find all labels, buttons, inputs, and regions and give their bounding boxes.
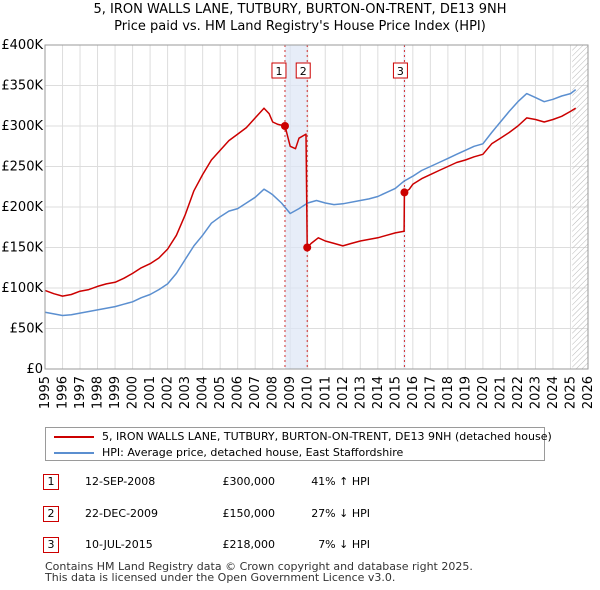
x-tick-label: 2020 [476, 376, 491, 409]
plot-border [44, 44, 589, 370]
x-tick-label: 2016 [406, 376, 421, 409]
x-tick-label: 1998 [91, 376, 106, 409]
legend-swatch-hpi [54, 452, 94, 454]
x-tick-label: 2003 [178, 376, 193, 409]
legend-label-hpi: HPI: Average price, detached house, East… [102, 446, 404, 459]
sale-period-shade [284, 45, 308, 369]
chart-subtitle: Price paid vs. HM Land Registry's House … [114, 19, 486, 34]
sale-point [303, 243, 312, 252]
sale-label: 3 [392, 62, 408, 79]
x-tick-label: 1997 [73, 376, 88, 409]
x-tick-label: 2000 [126, 376, 141, 409]
x-tick-label: 2011 [318, 376, 333, 409]
y-tick-label: £250K [1, 160, 43, 175]
hpi-line [44, 89, 577, 317]
x-tick-label: 2006 [231, 376, 246, 409]
y-tick-label: £200K [1, 200, 43, 215]
x-tick-label: 2015 [388, 376, 403, 409]
sale-label-box [271, 62, 287, 79]
x-tick-label: 2008 [266, 376, 281, 409]
sale-label: 2 [295, 62, 311, 79]
sale-label-text: 3 [397, 65, 404, 78]
sale-price: £300,000 [222, 475, 276, 488]
x-tick-label: 2025 [563, 376, 578, 409]
legend: 5, IRON WALLS LANE, TUTBURY, BURTON-ON-T… [45, 427, 552, 461]
x-tick-label: 2017 [423, 376, 438, 409]
footer: Contains HM Land Registry data © Crown c… [45, 561, 473, 583]
sale-hpi-change: 7% ↓ HPI [318, 538, 370, 551]
x-tick-label: 2018 [441, 376, 456, 409]
x-tick-label: 2007 [248, 376, 263, 409]
y-tick-label: £0 [26, 362, 43, 377]
sale-price: £218,000 [222, 538, 276, 551]
x-tick-label: 2013 [353, 376, 368, 409]
x-tick-label: 2022 [511, 376, 526, 409]
price-chart: 1 2 3 £0 £50K £100K £150K £200K £250K £300K £350K £… [1, 38, 596, 409]
sale-date: 22-DEC-2009 [85, 507, 159, 520]
legend-item-hpi: HPI: Average price, detached house, East… [54, 445, 403, 460]
sale-row: 1 12-SEP-2008 £300,000 41% ↑ HPI [0, 472, 600, 492]
x-tick-label: 2023 [528, 376, 543, 409]
x-tick-label: 1999 [108, 376, 123, 409]
forecast-hatch [572, 45, 588, 369]
sale-marker-box: 3 [43, 537, 59, 553]
footer-copyright: Contains HM Land Registry data © Crown c… [45, 560, 473, 573]
legend-item-property: 5, IRON WALLS LANE, TUTBURY, BURTON-ON-T… [54, 429, 552, 444]
sale-row: 3 10-JUL-2015 £218,000 7% ↓ HPI [0, 535, 600, 555]
sale-point [400, 188, 409, 197]
legend-label-property: 5, IRON WALLS LANE, TUTBURY, BURTON-ON-T… [102, 430, 552, 443]
x-tick-label: 2002 [161, 376, 176, 409]
x-tick-label: 2001 [143, 376, 158, 409]
x-tick-label: 2019 [458, 376, 473, 409]
sale-label: 1 [271, 62, 287, 79]
x-tick-label: 1996 [56, 376, 71, 409]
y-tick-label: £400K [1, 38, 43, 53]
sale-point [280, 122, 289, 130]
sale-label-box [295, 62, 311, 79]
sale-row: 2 22-DEC-2009 £150,000 27% ↓ HPI [0, 504, 600, 524]
x-tick-label: 2021 [493, 376, 508, 409]
x-tick-label: 2010 [301, 376, 316, 409]
sale-hpi-change: 27% ↓ HPI [311, 507, 370, 520]
y-tick-label: £300K [1, 119, 43, 134]
sale-hpi-change: 41% ↑ HPI [311, 475, 370, 488]
y-tick-label: £150K [1, 241, 43, 256]
x-tick-label: 2026 [581, 376, 596, 409]
sale-label-text: 2 [300, 65, 307, 78]
y-tick-label: £350K [1, 79, 43, 94]
sale-date: 10-JUL-2015 [85, 538, 153, 551]
x-tick-label: 2012 [336, 376, 351, 409]
footer-licence: This data is licensed under the Open Gov… [45, 571, 396, 584]
legend-swatch-property [54, 436, 94, 438]
sale-price: £150,000 [222, 507, 276, 520]
x-tick-label: 2009 [283, 376, 298, 409]
x-tick-label: 2014 [371, 376, 386, 409]
sale-marker-box: 2 [43, 506, 59, 522]
x-tick-label: 2004 [196, 376, 211, 409]
sale-label-box [392, 62, 408, 79]
x-tick-label: 1995 [38, 376, 53, 409]
x-tick-label: 2005 [213, 376, 228, 409]
chart-title: 5, IRON WALLS LANE, TUTBURY, BURTON-ON-T… [93, 2, 507, 17]
x-tick-label: 2024 [546, 376, 561, 409]
y-tick-label: £100K [1, 281, 43, 296]
sale-marker-box: 1 [43, 474, 59, 490]
sale-label-text: 1 [275, 65, 282, 78]
sale-date: 12-SEP-2008 [85, 475, 156, 488]
y-tick-label: £50K [10, 322, 44, 337]
